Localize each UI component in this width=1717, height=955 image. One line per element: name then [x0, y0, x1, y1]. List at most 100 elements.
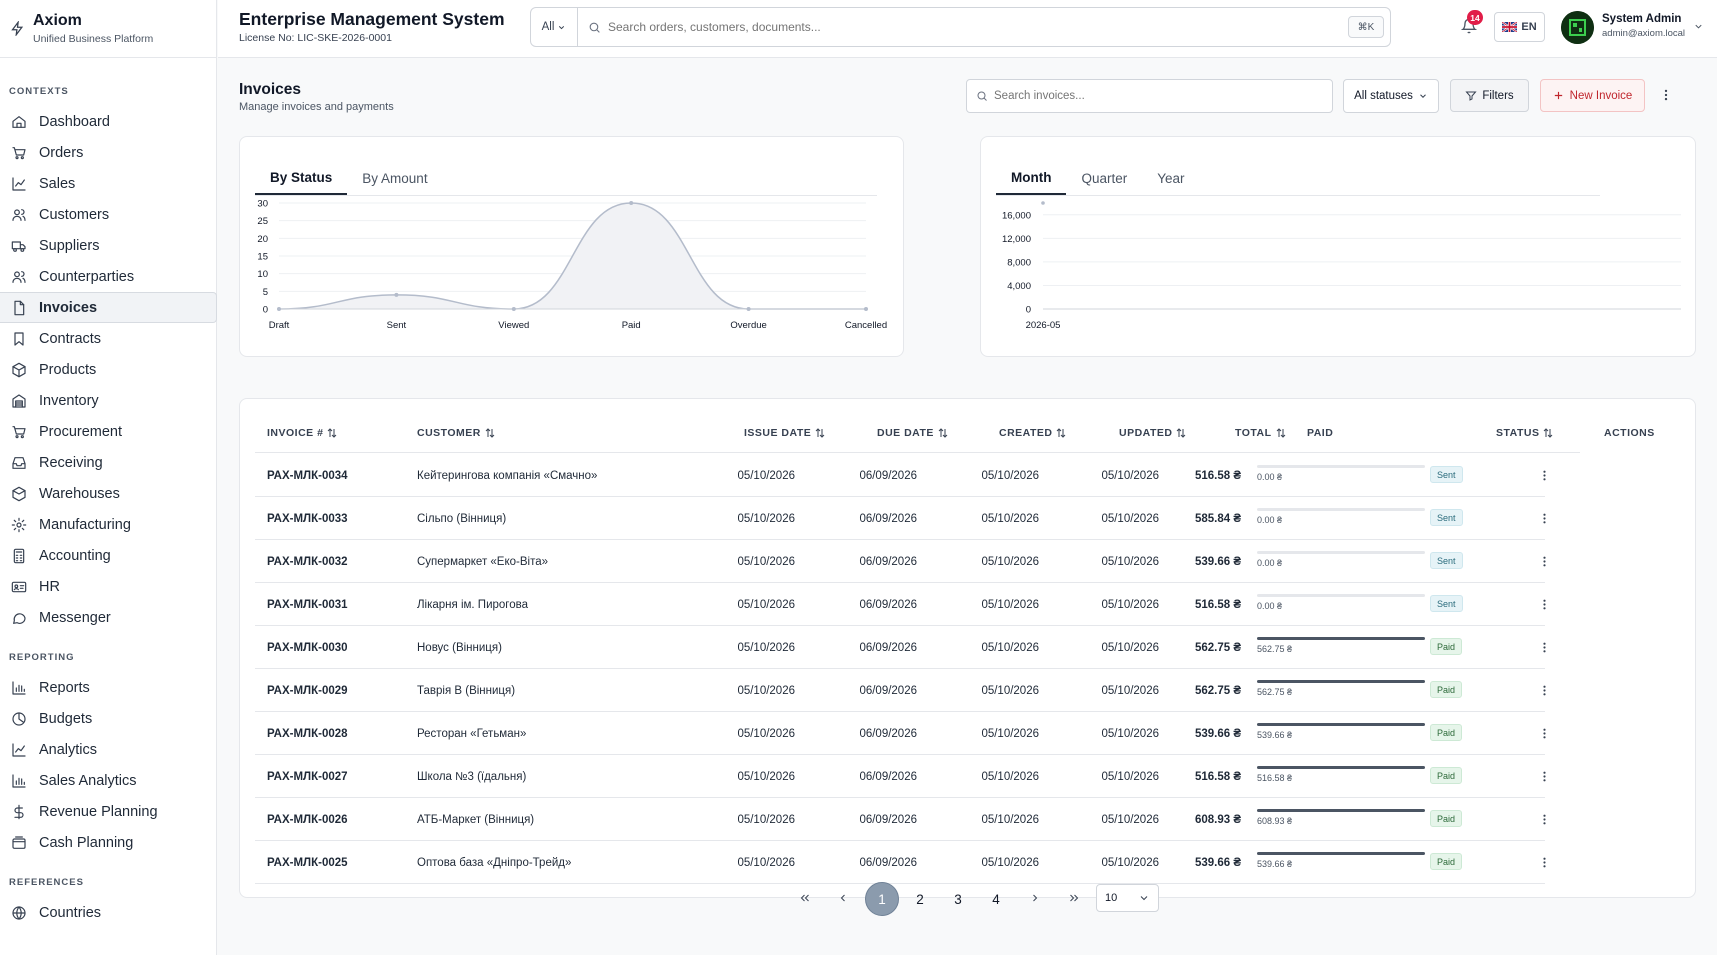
row-actions-button[interactable]	[1536, 811, 1552, 827]
table-row[interactable]: РАХ-МЛК-0029 Таврія В (Вінниця) 05/10/2026…	[255, 669, 1546, 712]
row-actions-button[interactable]	[1536, 510, 1552, 526]
sidebar-item-accounting[interactable]: Accounting	[0, 540, 216, 571]
column-header-due-date[interactable]: DUE DATE	[877, 413, 949, 453]
sidebar-item-hr[interactable]: HR	[0, 571, 216, 602]
tab-by-amount[interactable]: By Amount	[362, 171, 428, 186]
first-page-button[interactable]	[788, 881, 822, 915]
table-row[interactable]: РАХ-МЛК-0027 Школа №3 (їдальня) 05/10/2026…	[255, 755, 1546, 798]
tab-year[interactable]: Year	[1157, 171, 1185, 186]
language-switcher[interactable]: EN	[1494, 12, 1545, 42]
column-header-invoice[interactable]: INVOICE #	[267, 413, 338, 453]
paid-progress: 516.58 ₴	[1257, 766, 1425, 783]
table-row[interactable]: РАХ-МЛК-0032 Супермаркет «Еко-Віта» 05/10/…	[255, 540, 1546, 583]
tab-quarter[interactable]: Quarter	[1081, 171, 1128, 186]
data-point[interactable]	[511, 307, 516, 311]
row-actions-button[interactable]	[1536, 639, 1552, 655]
sidebar-item-revenue-planning[interactable]: Revenue Planning	[0, 796, 216, 827]
chevron-down-icon[interactable]	[1693, 21, 1704, 32]
global-search-input[interactable]	[608, 20, 1348, 34]
paid-progress-track	[1257, 637, 1425, 640]
period-chart-card: Month Quarter Year 0 4,000 8,000 12,000 16,000…	[980, 136, 1696, 357]
invoice-number: РАХ-МЛК-0032	[267, 555, 348, 568]
table-header: INVOICE # CUSTOMER ISSUE DATE DUE DATE CREAT…	[255, 413, 1654, 453]
tab-month[interactable]: Month	[996, 162, 1067, 195]
status-filter-select[interactable]: All statuses	[1343, 79, 1439, 113]
row-actions-button[interactable]	[1536, 725, 1552, 741]
sidebar-item-contracts[interactable]: Contracts	[0, 323, 216, 354]
column-header-status[interactable]: STATUS	[1496, 413, 1554, 453]
data-point[interactable]	[864, 307, 868, 311]
column-header-updated[interactable]: UPDATED	[1119, 413, 1187, 453]
new-invoice-button[interactable]: New Invoice	[1540, 79, 1645, 112]
table-row[interactable]: РАХ-МЛК-0031 Лікарня ім. Пирогова 05/10/20…	[255, 583, 1546, 626]
globe-icon	[10, 904, 28, 922]
inbox-icon	[10, 454, 28, 472]
sidebar-item-label: Sales Analytics	[39, 772, 137, 789]
column-header-total[interactable]: TOTAL	[1235, 413, 1287, 453]
page-3-button[interactable]: 3	[954, 891, 962, 907]
column-header-created[interactable]: CREATED	[999, 413, 1067, 453]
sidebar-item-invoices[interactable]: Invoices	[0, 292, 217, 323]
paid-amount: 0.00 ₴	[1257, 515, 1283, 525]
next-page-button[interactable]	[1018, 881, 1052, 915]
sidebar-item-suppliers[interactable]: Suppliers	[0, 230, 216, 261]
sidebar-item-cash-planning[interactable]: Cash Planning	[0, 827, 216, 858]
updated-date: 05/10/2026	[1101, 856, 1159, 869]
table-row[interactable]: РАХ-МЛК-0030 Новус (Вінниця) 05/10/2026 06/…	[255, 626, 1546, 669]
invoice-search-input[interactable]	[994, 90, 1332, 102]
table-row[interactable]: РАХ-МЛК-0026 АТБ-Маркет (Вінниця) 05/10/20…	[255, 798, 1546, 841]
row-actions-button[interactable]	[1536, 596, 1552, 612]
sidebar-item-warehouses[interactable]: Warehouses	[0, 478, 216, 509]
sort-icon	[1276, 428, 1285, 438]
data-point[interactable]	[277, 307, 281, 311]
status-badge: Sent	[1430, 552, 1463, 569]
table-row[interactable]: РАХ-МЛК-0025 Оптова база «Дніпро-Трейд» 05…	[255, 841, 1546, 884]
sidebar-item-customers[interactable]: Customers	[0, 199, 216, 230]
brand[interactable]: Axiom Unified Business Platform	[0, 0, 216, 58]
column-header-label: DUE DATE	[877, 427, 934, 439]
last-page-button[interactable]	[1057, 881, 1091, 915]
row-actions-button[interactable]	[1536, 768, 1552, 784]
row-actions-button[interactable]	[1536, 467, 1552, 483]
data-point[interactable]	[746, 307, 751, 311]
row-actions-button[interactable]	[1536, 682, 1552, 698]
row-actions-button[interactable]	[1536, 553, 1552, 569]
data-point[interactable]	[394, 292, 399, 297]
sidebar-item-receiving[interactable]: Receiving	[0, 447, 216, 478]
sidebar-item-products[interactable]: Products	[0, 354, 216, 385]
page-size-select[interactable]: 10	[1096, 884, 1159, 912]
table-row[interactable]: РАХ-МЛК-0028 Ресторан «Гетьман» 05/10/2026…	[255, 712, 1546, 755]
sidebar-item-dashboard[interactable]: Dashboard	[0, 106, 216, 137]
tab-by-status[interactable]: By Status	[255, 162, 348, 195]
sidebar-item-countries[interactable]: Countries	[0, 897, 216, 928]
sidebar-item-counterparties[interactable]: Counterparties	[0, 261, 216, 292]
prev-page-button[interactable]	[826, 881, 860, 915]
status-badge: Sent	[1430, 466, 1463, 483]
sidebar-item-label: Sales	[39, 175, 76, 192]
sidebar-item-messenger[interactable]: Messenger	[0, 602, 216, 633]
table-row[interactable]: РАХ-МЛК-0033 Сільпо (Вінниця) 05/10/2026 06…	[255, 497, 1546, 540]
sidebar-item-orders[interactable]: Orders	[0, 137, 216, 168]
invoice-total: 608.93 ₴	[1194, 813, 1241, 826]
more-options-button[interactable]	[1656, 85, 1676, 105]
sidebar-item-analytics[interactable]: Analytics	[0, 734, 216, 765]
search-scope-select[interactable]: All	[531, 8, 578, 46]
data-point[interactable]	[629, 201, 634, 205]
sidebar-item-sales[interactable]: Sales	[0, 168, 216, 199]
sidebar-item-manufacturing[interactable]: Manufacturing	[0, 509, 216, 540]
sidebar-item-sales-analytics[interactable]: Sales Analytics	[0, 765, 216, 796]
sidebar-item-inventory[interactable]: Inventory	[0, 385, 216, 416]
column-header-issue-date[interactable]: ISSUE DATE	[744, 413, 826, 453]
column-header-customer[interactable]: CUSTOMER	[417, 413, 496, 453]
filters-button[interactable]: Filters	[1450, 79, 1529, 112]
sidebar-item-reports[interactable]: Reports	[0, 672, 216, 703]
table-row[interactable]: РАХ-МЛК-0034 Кейтерингова компанія «Смачн…	[255, 454, 1546, 497]
user-avatar[interactable]	[1561, 11, 1594, 44]
page-2-button[interactable]: 2	[916, 891, 924, 907]
page-4-button[interactable]: 4	[992, 891, 1000, 907]
data-point[interactable]	[1041, 201, 1045, 205]
sidebar-item-procurement[interactable]: Procurement	[0, 416, 216, 447]
page-1-button[interactable]: 1	[865, 882, 899, 916]
sidebar-item-budgets[interactable]: Budgets	[0, 703, 216, 734]
row-actions-button[interactable]	[1536, 854, 1552, 870]
